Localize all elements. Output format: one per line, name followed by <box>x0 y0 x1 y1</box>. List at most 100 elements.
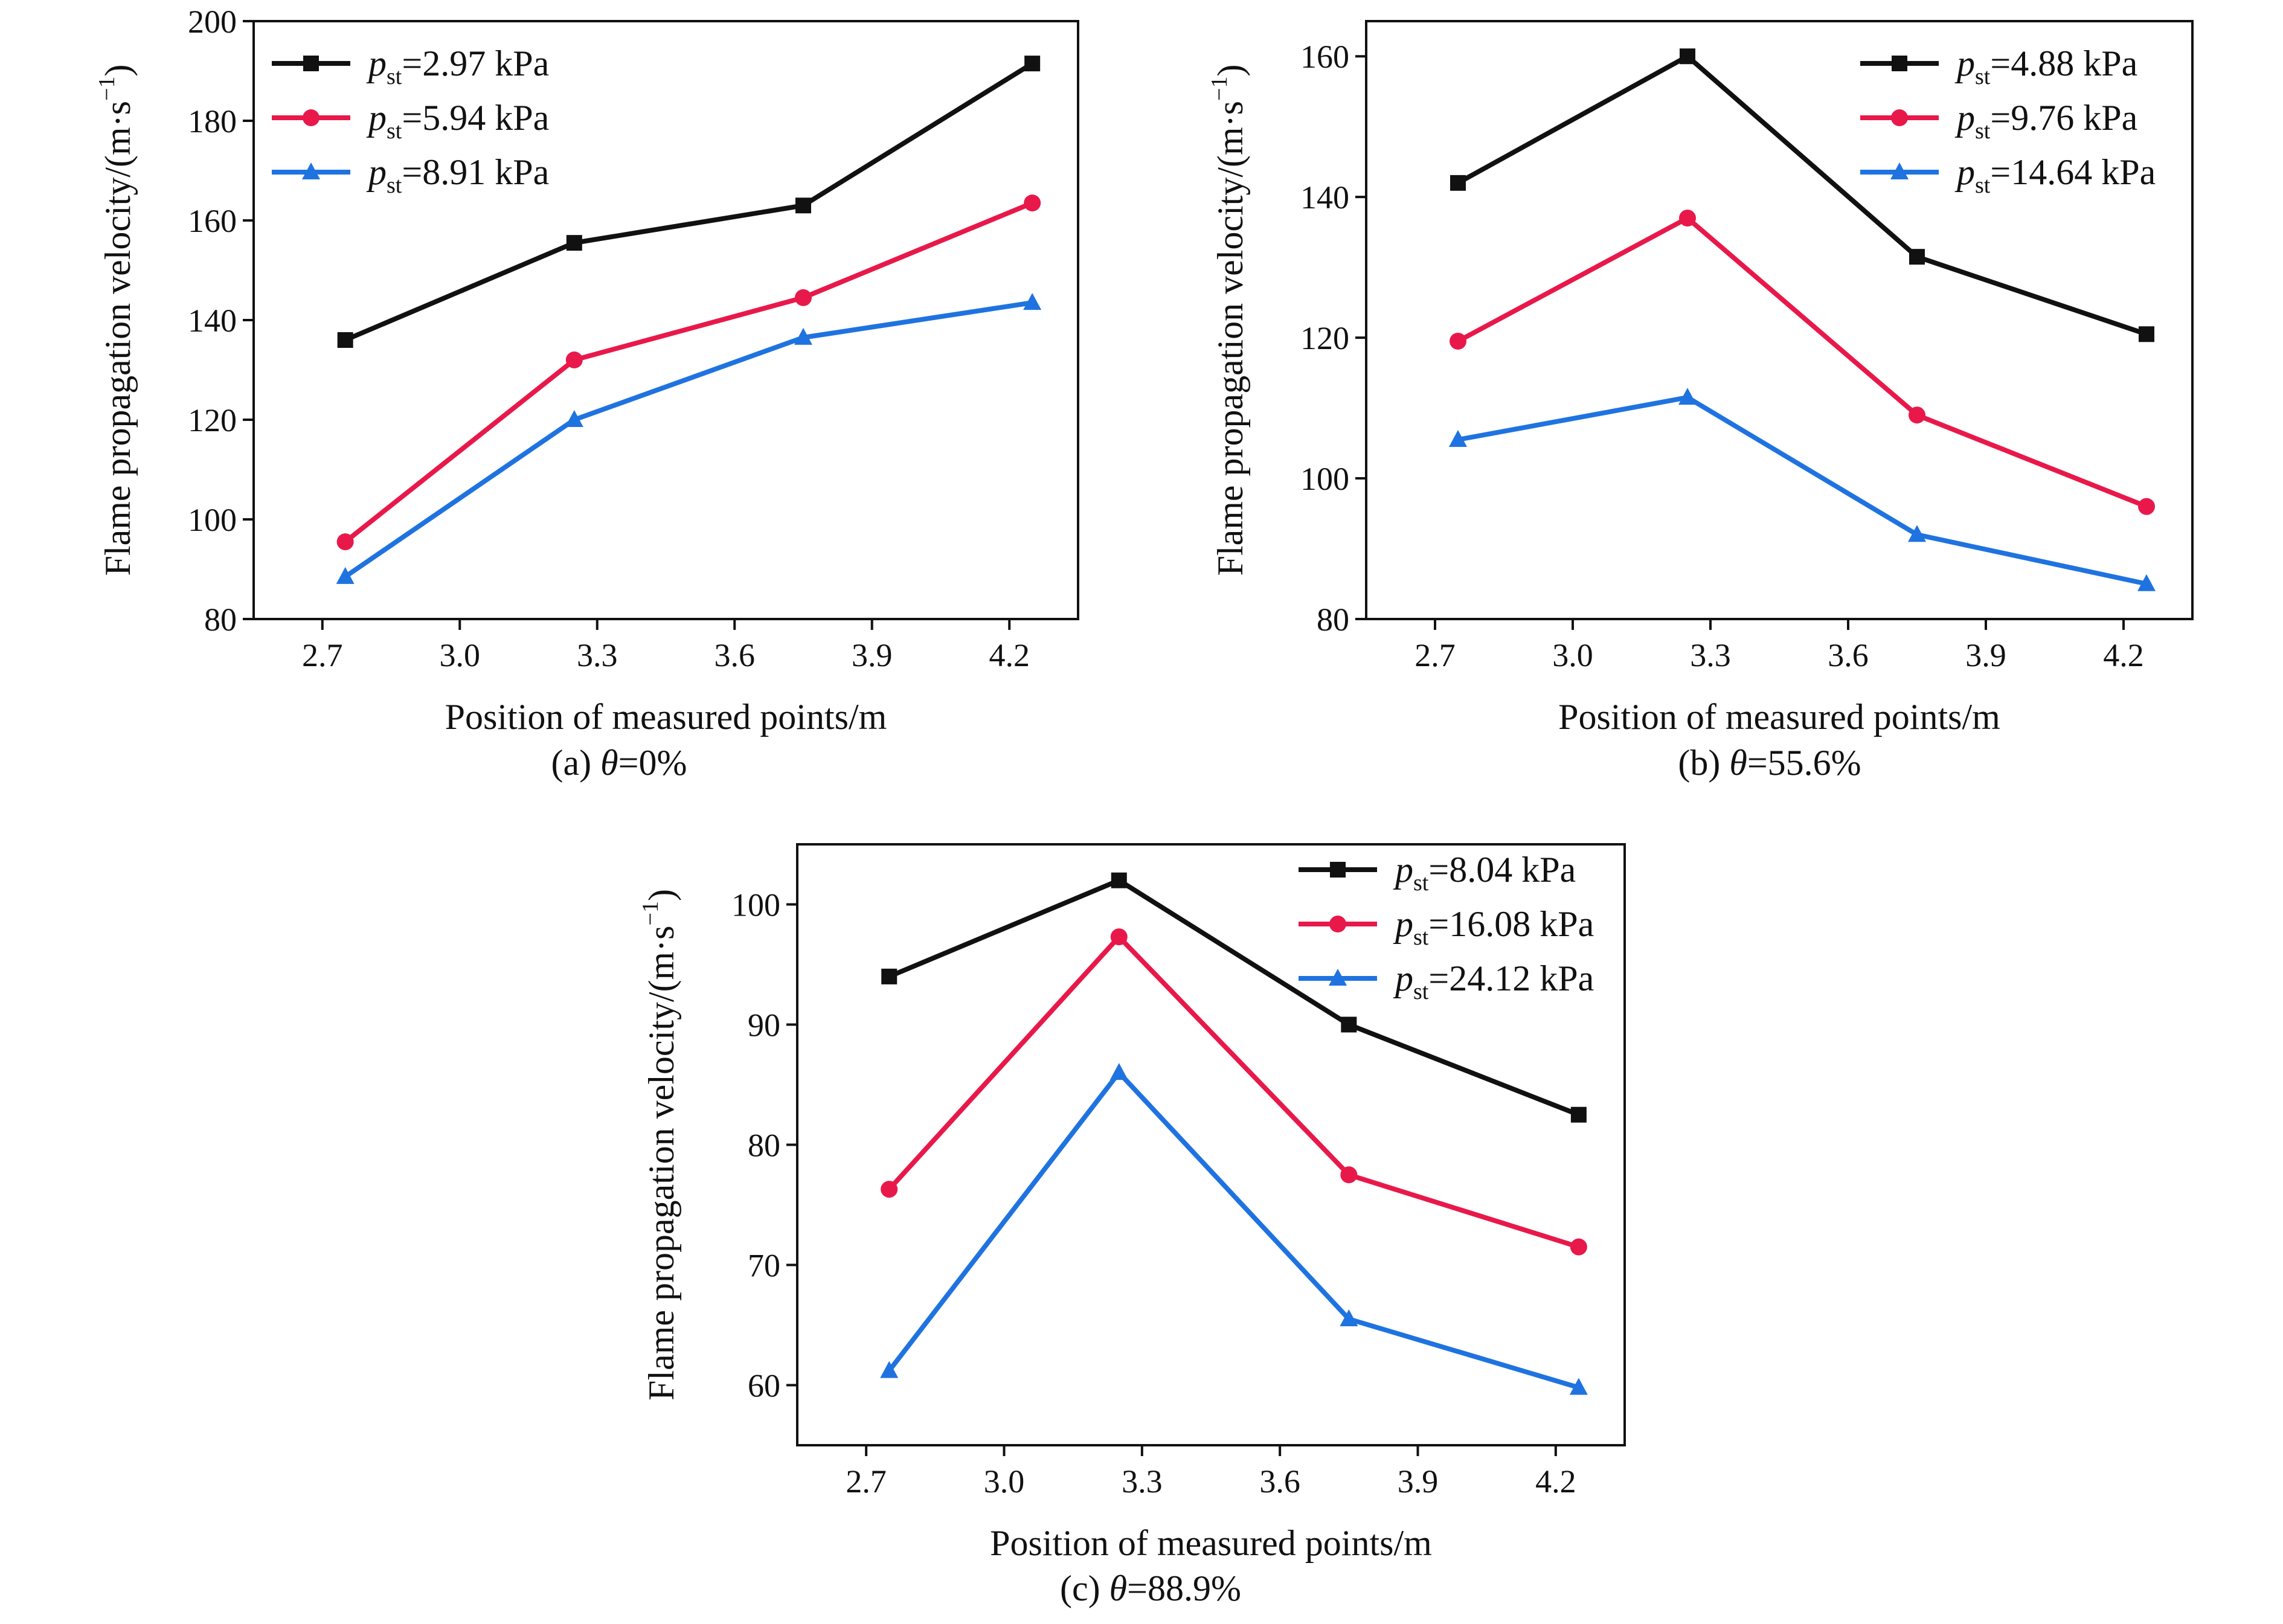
series-2-point <box>1110 928 1128 946</box>
series-2 <box>881 928 1587 1256</box>
legend-entry-1: pst=2.97 kPa <box>272 43 549 89</box>
x-tick-label: 3.3 <box>1690 637 1731 673</box>
x-tick-label: 3.6 <box>1259 1463 1300 1500</box>
legend-entry-3: pst=8.91 kPa <box>272 152 549 198</box>
caption-value: =88.9% <box>1127 1568 1241 1608</box>
y-axis-title-sup: −1 <box>1207 77 1232 101</box>
y-tick-label: 120 <box>1300 320 1349 356</box>
legend-swatch-marker <box>1890 162 1909 179</box>
x-tick-label: 3.3 <box>1122 1463 1163 1500</box>
series-3-point <box>794 327 812 345</box>
legend-label: pst=24.12 kPa <box>1393 958 1594 1004</box>
legend-symbol: p <box>366 98 387 138</box>
x-tick-label: 4.2 <box>2103 637 2144 673</box>
panel-caption: (a) θ=0% <box>551 743 687 783</box>
legend-symbol: p <box>366 152 387 192</box>
series-3-point <box>880 1361 899 1378</box>
legend-swatch-marker <box>303 109 319 126</box>
series-3-point <box>1023 293 1042 310</box>
legend-subscript: st <box>1975 173 1991 198</box>
panel-caption: (c) θ=88.9% <box>1060 1568 1241 1608</box>
legend-value: =2.97 kPa <box>402 43 549 83</box>
series-2-point <box>795 289 812 306</box>
legend-entry-2: pst=9.76 kPa <box>1860 98 2137 144</box>
series-2-line <box>344 201 1033 544</box>
legend-symbol: p <box>366 43 387 83</box>
series-1-point <box>1680 48 1695 65</box>
y-axis-title-close: ) <box>1210 65 1250 77</box>
chart-panel-b: 2.7 3.0 3.3 3.6 3.9 4.2 80 100 120 140 160 Position… <box>1207 20 2194 783</box>
legend-value: =24.12 kPa <box>1428 958 1594 998</box>
y-tick-label: 60 <box>748 1368 780 1404</box>
legend-label: pst=9.76 kPa <box>1954 98 2137 144</box>
y-axis-title-close: ) <box>98 65 138 77</box>
caption-prefix: (c) <box>1060 1568 1109 1608</box>
series-2-point <box>1679 210 1696 227</box>
series-3-point <box>1678 388 1697 405</box>
series-2-point <box>1024 194 1041 212</box>
x-tick-label: 4.2 <box>989 637 1030 673</box>
series-2-line <box>1457 216 2148 509</box>
y-tick-label: 140 <box>188 303 237 339</box>
series-1-line <box>344 61 1034 342</box>
series-1-line <box>888 878 1580 1117</box>
series-2-point <box>1909 406 1925 424</box>
caption-symbol: θ <box>1729 743 1747 783</box>
caption-prefix: (b) <box>1678 743 1729 783</box>
legend-value: =5.94 kPa <box>402 98 549 138</box>
legend-subscript: st <box>1975 64 1991 89</box>
legend-entry-2: pst=16.08 kPa <box>1299 904 1594 950</box>
series-2-point <box>1340 1166 1358 1184</box>
y-tick-label: 80 <box>204 602 237 638</box>
series-3-point <box>1449 430 1467 447</box>
legend-value: =14.64 kPa <box>1990 152 2156 192</box>
x-tick-label: 3.0 <box>1552 637 1593 673</box>
legend-value: =4.88 kPa <box>1990 43 2137 83</box>
series-1-point <box>337 332 353 348</box>
legend-subscript: st <box>1413 870 1429 896</box>
y-tick-label: 100 <box>188 502 237 538</box>
series-3-line <box>887 1070 1580 1390</box>
series-1-point <box>1024 56 1041 72</box>
legend-symbol: p <box>1393 958 1413 998</box>
y-axis-title-sup: −1 <box>638 901 663 925</box>
x-tick-label: 3.9 <box>1965 637 2006 673</box>
legend-swatch-marker <box>1892 56 1907 71</box>
caption-symbol: θ <box>600 743 618 783</box>
series-2 <box>336 194 1041 551</box>
legend-subscript: st <box>1413 979 1429 1004</box>
legend-subscript: st <box>387 64 402 89</box>
panel-caption: (b) θ=55.6% <box>1678 743 1861 783</box>
series-1-point <box>881 968 897 984</box>
series-3 <box>336 293 1042 584</box>
caption-value: =55.6% <box>1747 743 1861 783</box>
y-tick-label: 80 <box>748 1128 780 1164</box>
legend-value: =16.08 kPa <box>1428 904 1594 944</box>
chart-panel-c: 2.7 3.0 3.3 3.6 3.9 4.2 60 70 80 90 100 Position of… <box>638 843 1626 1608</box>
series-1 <box>881 872 1587 1123</box>
x-tick-label: 4.2 <box>1535 1463 1576 1500</box>
chart-panel-a: 2.7 3.0 3.3 3.6 3.9 4.2 80 100 120 140 160 180 200 Po… <box>94 4 1079 783</box>
series-3-line <box>344 300 1033 579</box>
x-tick-label: 2.7 <box>302 637 343 673</box>
y-tick-label: 80 <box>1317 602 1349 638</box>
y-tick-label: 120 <box>188 402 237 438</box>
series-1-point <box>795 197 811 214</box>
legend-symbol: p <box>1393 850 1413 890</box>
x-tick-label: 3.9 <box>852 637 893 673</box>
legend-value: =8.91 kPa <box>402 152 549 192</box>
series-3-point <box>1109 1063 1128 1080</box>
series-1-point <box>1570 1106 1587 1123</box>
x-tick-label: 2.7 <box>1414 637 1456 673</box>
series-3-point <box>565 410 583 427</box>
legend-subscript: st <box>1975 118 1991 144</box>
caption-prefix: (a) <box>551 743 601 783</box>
y-tick-label: 100 <box>1300 461 1349 497</box>
y-axis-title-main: Flame propagation velocity/(m·s <box>641 925 681 1400</box>
y-axis-title: Flame propagation velocity/(m·s−1) <box>638 889 681 1401</box>
x-tick-label: 3.6 <box>714 637 756 673</box>
series-1-point <box>1341 1016 1357 1033</box>
series-2-point <box>2138 498 2155 515</box>
legend-label: pst=4.88 kPa <box>1954 43 2137 89</box>
legend-symbol: p <box>1393 904 1413 944</box>
